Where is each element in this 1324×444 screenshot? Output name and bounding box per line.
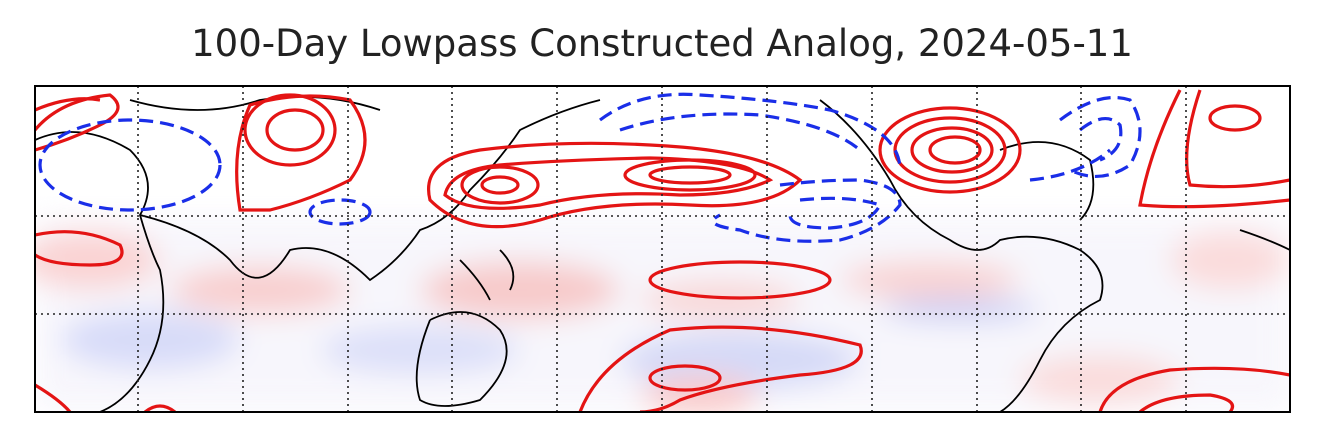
map-frame: [34, 85, 1291, 413]
map-title: 100-Day Lowpass Constructed Analog, 2024…: [191, 22, 1133, 65]
coastlines: [35, 95, 1290, 412]
graticule: [35, 86, 1290, 412]
map-area: [35, 86, 1290, 412]
negative-contours: [38, 92, 1142, 243]
positive-contours: [35, 89, 1290, 412]
